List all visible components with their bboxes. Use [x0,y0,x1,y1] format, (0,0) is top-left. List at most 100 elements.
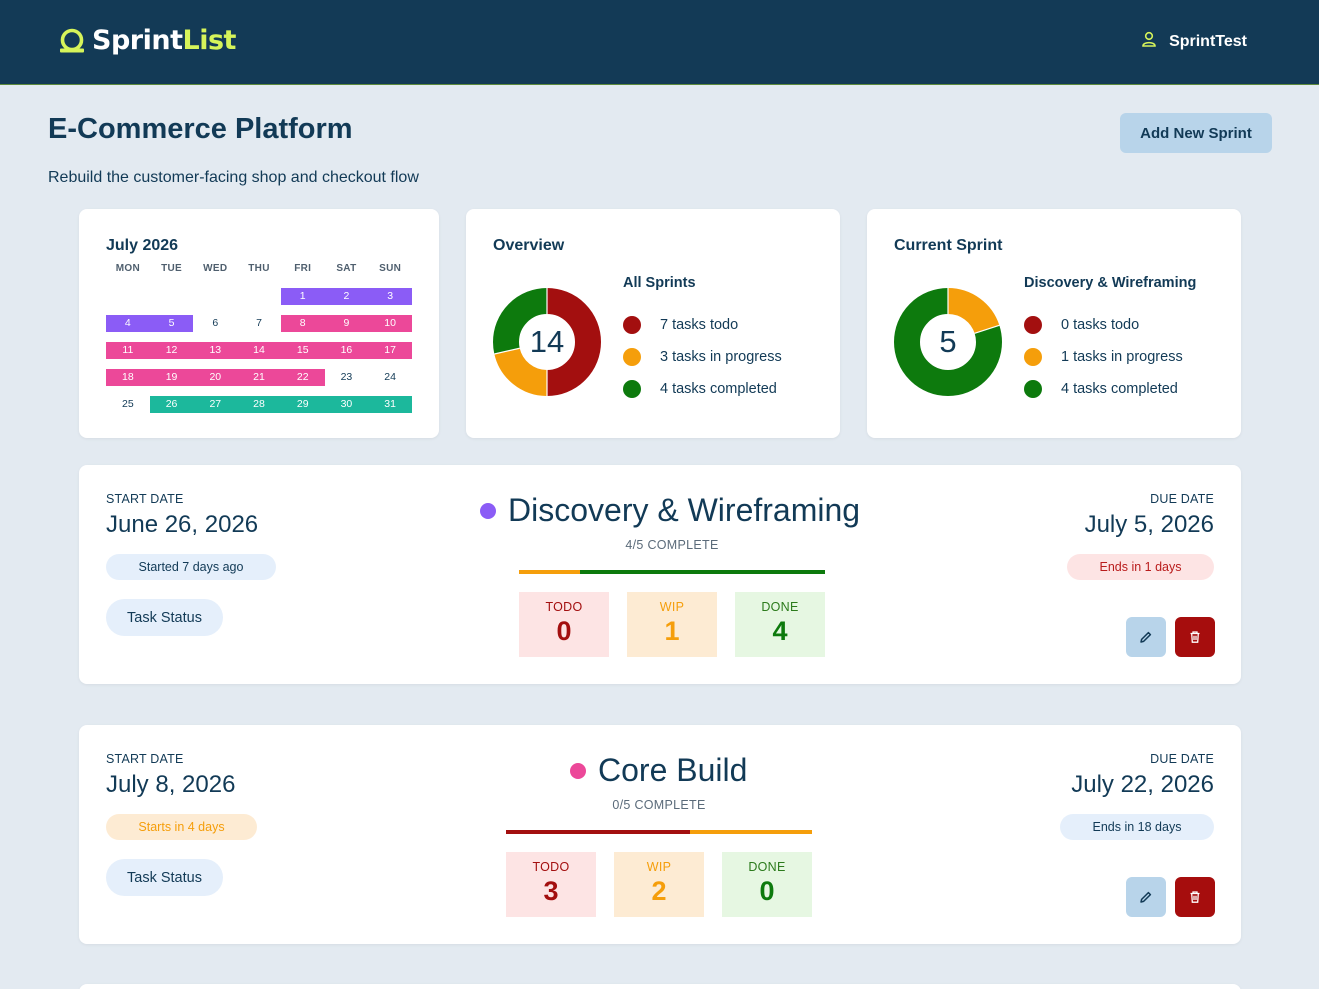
calendar-day[interactable]: 24 [384,371,396,383]
done-count-box: DONE 0 [722,852,812,917]
sprint-progress-bar [519,570,825,574]
progress-segment-todo [506,830,690,834]
user-icon [1141,31,1157,52]
task-status-button[interactable]: Task Status [106,599,223,636]
calendar-day[interactable]: 15 [280,342,325,359]
due-status-pill: Ends in 1 days [1067,554,1214,580]
calendar-day[interactable]: 10 [368,315,412,332]
pencil-icon [1140,631,1152,643]
calendar-day[interactable]: 18 [106,369,150,386]
current-sprint-title: Current Sprint [894,237,1003,254]
legend-label: 3 tasks in progress [660,349,782,365]
calendar-day[interactable]: 20 [193,369,238,386]
calendar-day[interactable]: 29 [280,396,325,413]
legend-label: 4 tasks completed [1061,381,1178,397]
calendar-grid: 1 2 3 4 5 6 7 8 9 10 11 12 13 14 15 16 17 18 19 20 21 22 23 24 2… [106,288,412,413]
current-sprint-card: Current Sprint 5 Discovery & Wireframing… [867,209,1241,438]
sprint-color-dot [480,502,496,519]
user-menu[interactable]: SprintTest [1141,31,1247,52]
wip-count: 1 [664,616,680,646]
calendar-day[interactable]: 16 [324,342,369,359]
calendar-day[interactable]: 13 [193,342,238,359]
trash-icon [1190,631,1200,643]
calendar-day[interactable]: 3 [368,288,412,305]
overview-total: 14 [529,324,565,359]
overview-legend-title: All Sprints [623,275,696,291]
calendar-day[interactable]: 4 [106,315,150,332]
donut-separator [974,324,1000,334]
calendar-day[interactable]: 30 [324,396,369,413]
calendar-day[interactable]: 11 [106,342,150,359]
done-label: DONE [761,600,799,614]
overview-title: Overview [493,237,565,254]
legend-label: 0 tasks todo [1061,317,1140,333]
calendar-day[interactable]: 5 [149,315,194,332]
top-navbar: SprintList SprintTest [0,0,1319,85]
calendar-day[interactable]: 2 [324,288,369,305]
donut-separator [494,347,520,355]
todo-count-box: TODO 0 [519,592,609,657]
legend-item: 1 tasks in progress [1024,341,1183,373]
calendar-day[interactable]: 27 [193,396,238,413]
page-subtitle: Rebuild the customer-facing shop and che… [48,169,419,186]
calendar-day[interactable]: 17 [368,342,412,359]
calendar-title: July 2026 [106,237,179,254]
sprint-progress-text: 4/5 COMPLETE [625,538,719,552]
edit-sprint-button[interactable] [1126,617,1166,657]
done-count: 0 [759,876,775,906]
calendar-day[interactable]: 25 [122,398,134,410]
calendar-weekday: THU [248,263,270,274]
pencil-icon [1140,891,1152,903]
due-date-label: DUE DATE [1150,752,1214,766]
edit-sprint-button[interactable] [1126,877,1166,917]
delete-sprint-button[interactable] [1175,877,1215,917]
current-sprint-total: 5 [939,324,957,359]
calendar-day[interactable]: 19 [149,369,194,386]
calendar-empty-cell [150,288,194,305]
legend-label: 1 tasks in progress [1061,349,1183,365]
calendar-day[interactable]: 31 [368,396,412,413]
task-status-button[interactable]: Task Status [106,859,223,896]
calendar-weekday: WED [203,263,228,274]
app-logo[interactable]: SprintList [58,24,236,58]
due-date: July 5, 2026 [1084,511,1214,538]
todo-label: TODO [532,860,570,874]
calendar-day[interactable]: 9 [324,315,369,332]
calendar-day[interactable]: 8 [280,315,325,332]
sprint-name: Discovery & Wireframing [508,492,861,528]
legend-dot [1024,348,1042,366]
sprint-color-dot [570,762,586,779]
calendar-weekday: TUE [161,263,183,274]
username: SprintTest [1169,32,1247,50]
done-count-box: DONE 4 [735,592,825,657]
todo-label: TODO [545,600,583,614]
calendar-day[interactable]: 12 [149,342,194,359]
start-date: July 8, 2026 [106,771,236,798]
delete-sprint-button[interactable] [1175,617,1215,657]
calendar-day[interactable]: 26 [149,396,194,413]
sprint-title: Core Build [570,752,747,789]
start-status-pill: Starts in 4 days [106,814,257,840]
calendar-day[interactable]: 28 [237,396,281,413]
calendar-day[interactable]: 23 [340,371,353,383]
calendar-day[interactable]: 7 [256,317,262,329]
legend-dot [623,348,641,366]
overview-card: Overview 14 All Sprints 7 tasks todo 3 ta… [466,209,840,438]
page-title: E-Commerce Platform [48,113,353,145]
calendar-empty-cell [106,288,150,305]
add-new-sprint-button[interactable]: Add New Sprint [1120,113,1272,153]
calendar-day[interactable]: 22 [280,369,325,386]
calendar-day[interactable]: 6 [212,317,219,329]
calendar-day[interactable]: 14 [237,342,281,359]
calendar-day[interactable]: 1 [280,288,325,305]
overview-donut-chart [493,288,601,396]
progress-segment-done [580,570,825,574]
calendar-weekday: FRI [294,263,312,274]
todo-count-box: TODO 3 [506,852,596,917]
calendar-day[interactable]: 21 [237,369,281,386]
start-status-pill: Started 7 days ago [106,554,276,580]
wip-label: WIP [646,860,672,874]
start-date: June 26, 2026 [106,511,259,538]
start-date-label: START DATE [106,492,184,506]
